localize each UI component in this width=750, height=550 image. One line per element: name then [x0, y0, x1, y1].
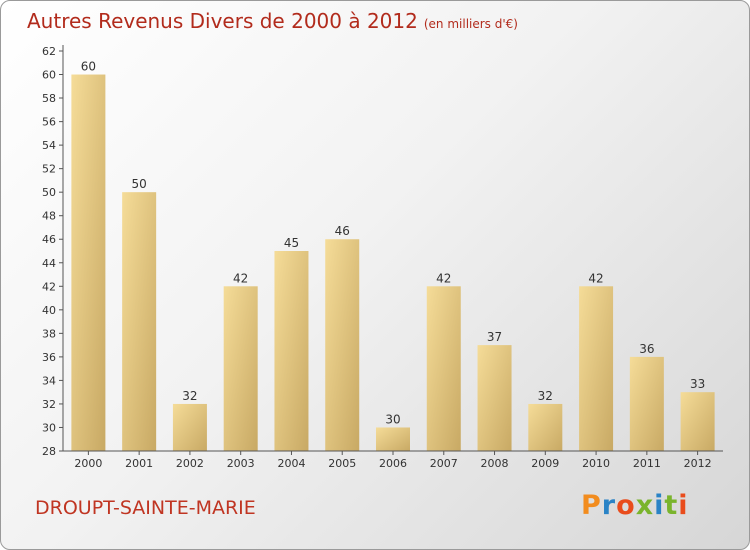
x-tick-label: 2002 [176, 457, 204, 470]
y-tick-label: 50 [42, 186, 56, 199]
bar-2006 [376, 427, 410, 451]
bar-2011 [629, 356, 664, 451]
data-label-2007: 42 [436, 271, 451, 285]
x-tick-label: 2012 [684, 457, 712, 470]
data-label-2009: 32 [538, 389, 553, 403]
city-name: DROUPT-SAINTE-MARIE [35, 497, 256, 519]
x-tick-label: 2001 [125, 457, 153, 470]
data-label-2001: 50 [132, 177, 147, 191]
logo-letter: o [616, 490, 636, 521]
bar-2010 [579, 286, 614, 451]
bar-2007 [426, 286, 461, 451]
logo-letter: x [635, 490, 655, 521]
bar-2008 [477, 345, 512, 451]
bar-2003 [223, 286, 258, 451]
data-label-2011: 36 [639, 342, 654, 356]
chart-title: Autres Revenus Divers de 2000 à 2012 [27, 9, 418, 33]
x-tick-label: 2011 [633, 457, 661, 470]
y-tick-label: 38 [42, 327, 56, 340]
logo-letter: i [654, 490, 665, 521]
bar-2009 [528, 403, 563, 451]
bar-2012 [680, 392, 715, 451]
data-label-2004: 45 [284, 236, 299, 250]
y-tick-label: 46 [42, 233, 56, 246]
chart-title-line: Autres Revenus Divers de 2000 à 2012 (en … [27, 9, 518, 33]
proxiti-logo: Proxiti [581, 490, 689, 521]
y-tick-label: 32 [42, 398, 56, 411]
bar-2002 [172, 403, 207, 451]
logo-letter: t [664, 490, 679, 521]
data-label-2008: 37 [487, 330, 502, 344]
y-tick-label: 52 [42, 163, 56, 176]
y-tick-label: 28 [42, 445, 56, 458]
x-tick-label: 2005 [328, 457, 356, 470]
y-axis: 28 30 32 34 36 38 40 42 44 46 48 50 52 54 56 58 60 62 [42, 45, 64, 458]
y-tick-label: 44 [42, 257, 56, 270]
x-tick-label: 2008 [481, 457, 509, 470]
y-tick-label: 34 [42, 374, 56, 387]
bars: 60 50 32 42 45 46 30 42 37 32 42 36 33 [71, 60, 715, 452]
y-tick-label: 30 [42, 421, 56, 434]
data-label-2010: 42 [588, 271, 603, 285]
x-axis: 2000 2001 2002 2003 2004 2005 2006 2007 2008 2009… [63, 450, 723, 470]
logo-letter: P [581, 490, 602, 521]
data-label-2005: 46 [335, 224, 350, 238]
y-tick-label: 36 [42, 351, 56, 364]
chart-subtitle: (en milliers d'€) [423, 17, 518, 31]
x-tick-label: 2000 [74, 457, 102, 470]
x-tick-label: 2007 [430, 457, 458, 470]
y-tick-label: 42 [42, 280, 56, 293]
data-label-2002: 32 [182, 389, 197, 403]
bar-2004 [274, 251, 309, 451]
y-tick-label: 48 [42, 210, 56, 223]
data-label-2012: 33 [690, 377, 705, 391]
bar-2005 [325, 239, 360, 451]
y-tick-label: 60 [42, 69, 56, 82]
bar-2000 [71, 74, 106, 451]
y-tick-label: 56 [42, 116, 56, 129]
bar-2001 [122, 192, 157, 452]
y-tick-label: 58 [42, 92, 56, 105]
y-tick-label: 40 [42, 304, 56, 317]
x-tick-label: 2004 [277, 457, 305, 470]
data-label-2000: 60 [81, 60, 96, 74]
logo-letter: i [678, 490, 689, 521]
x-tick-label: 2010 [582, 457, 610, 470]
data-label-2003: 42 [233, 271, 248, 285]
logo-letter: r [601, 490, 617, 521]
y-tick-label: 62 [42, 45, 56, 58]
x-tick-label: 2009 [531, 457, 559, 470]
x-tick-label: 2003 [227, 457, 255, 470]
y-tick-label: 54 [42, 139, 56, 152]
x-tick-label: 2006 [379, 457, 407, 470]
data-label-2006: 30 [385, 412, 400, 426]
